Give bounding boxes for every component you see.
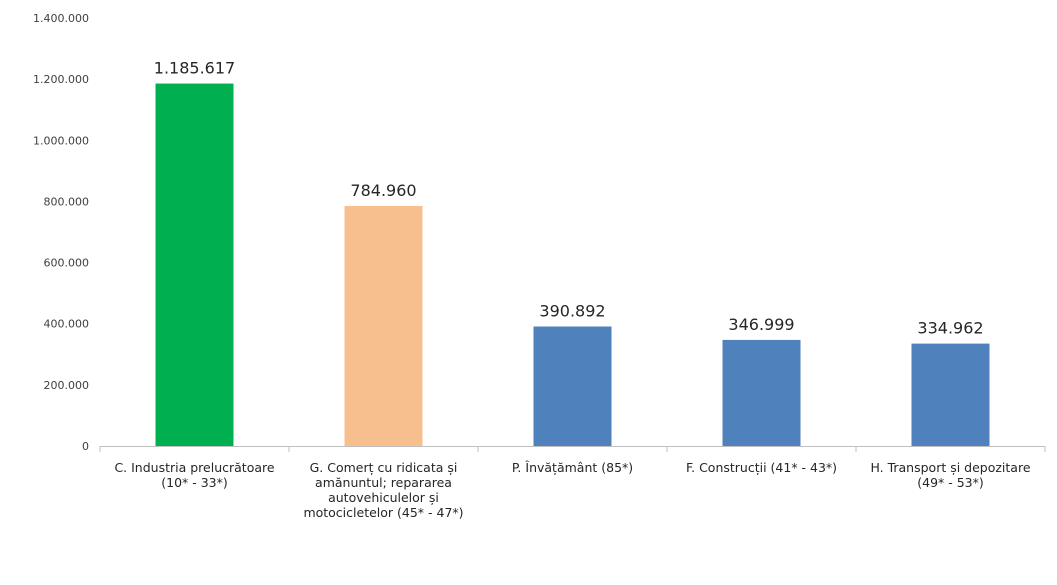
bar <box>344 206 423 446</box>
bars <box>99 83 1046 452</box>
x-tick-label: C. Industria prelucrătoare (10* - 33*) <box>114 460 275 490</box>
data-labels: 1.185.617 784.960 390.892 346.999 334.962 <box>154 59 984 338</box>
y-tick-label: 0 <box>82 440 89 453</box>
x-tick-label: H. Transport și depozitare (49* - 53*) <box>870 460 1031 490</box>
data-label: 1.185.617 <box>154 59 235 78</box>
y-tick-label: 200.000 <box>44 379 90 392</box>
bar <box>722 339 801 446</box>
y-tick-label: 800.000 <box>44 195 90 208</box>
y-axis: 0 200.000 400.000 600.000 800.000 1.000.000 1.… <box>33 12 89 453</box>
y-tick-label: 1.400.000 <box>33 12 89 25</box>
data-label: 390.892 <box>539 301 605 320</box>
x-tick-label: P. Învățământ (85*) <box>511 460 634 475</box>
bar <box>911 343 990 446</box>
data-label: 346.999 <box>728 315 794 334</box>
bar <box>155 83 234 446</box>
data-label: 334.962 <box>917 319 983 338</box>
bar <box>533 326 612 446</box>
y-tick-label: 600.000 <box>44 257 90 270</box>
y-tick-label: 1.000.000 <box>33 134 89 147</box>
y-tick-label: 1.200.000 <box>33 73 89 86</box>
x-tick-label: F. Construcții (41* - 43*) <box>685 460 838 475</box>
y-tick-label: 400.000 <box>44 318 90 331</box>
x-tick-label: G. Comerț cu ridicata și amănuntul; repa… <box>303 460 464 520</box>
data-label: 784.960 <box>350 181 416 200</box>
